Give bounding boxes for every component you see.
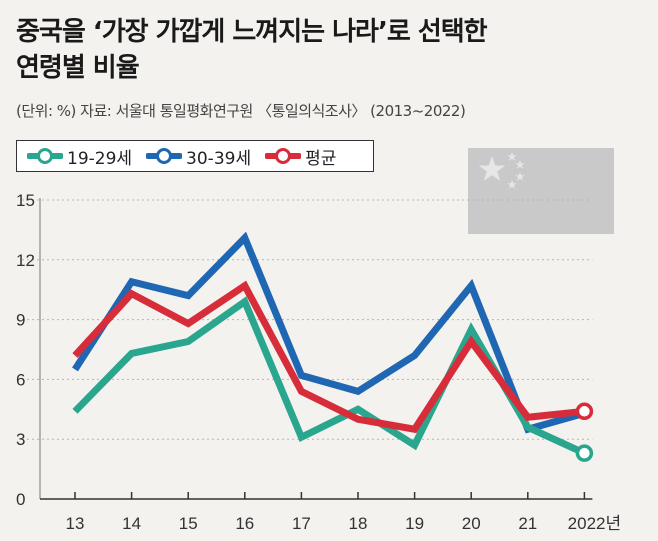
- chart-title: 중국을 ‘가장 가깝게 느껴지는 나라’로 선택한 연령별 비율: [16, 14, 488, 86]
- series-line-blue: [72, 231, 586, 434]
- title-line-2: 연령별 비율: [16, 53, 140, 83]
- x-tick-label: 2022년: [568, 514, 621, 533]
- flag-small-star-3: [515, 172, 525, 181]
- gridlines: [22, 199, 593, 440]
- x-tick-label: 18: [349, 514, 368, 533]
- x-tick-label: 16: [235, 514, 254, 533]
- flag-small-star-4: [507, 180, 517, 189]
- legend-label-19-29: 19-29세: [67, 148, 133, 169]
- title-line-1: 중국을 ‘가장 가깝게 느껴지는 나라’로 선택한: [16, 17, 488, 47]
- x-tick-label: 14: [122, 514, 141, 533]
- y-tick-label: 6: [16, 370, 25, 389]
- x-tick-label: 17: [292, 514, 311, 533]
- y-tick-label: 3: [16, 430, 25, 449]
- legend-label-average: 평균: [305, 148, 337, 169]
- series-line-red: [72, 280, 585, 434]
- legend-swatch-blue: [146, 148, 183, 164]
- x-tick-label: 19: [405, 514, 424, 533]
- flag-small-star-1: [507, 152, 517, 161]
- legend-swatch-teal: [27, 148, 63, 164]
- y-tick-label: 12: [16, 251, 35, 270]
- y-tick-label: 0: [16, 490, 25, 509]
- y-tick-label: 9: [16, 311, 25, 330]
- y-axis: 0 3 6 9 12 15: [16, 191, 41, 509]
- legend-item-average: 평균: [265, 144, 336, 169]
- legend-item-30-39: 30-39세: [146, 144, 251, 169]
- x-tick-label: 13: [66, 514, 85, 533]
- flag-small-star-2: [515, 160, 525, 169]
- x-tick-label: 20: [462, 514, 481, 533]
- legend-label-30-39: 30-39세: [186, 148, 252, 169]
- source-note: (단위: %) 자료: 서울대 통일평화연구원 〈통일의식조사〉 (2013~2…: [16, 102, 466, 120]
- series-markers: [575, 402, 594, 462]
- end-point-marker-teal: [575, 444, 594, 462]
- china-flag-icon: [468, 148, 614, 234]
- legend-swatch-red: [265, 148, 302, 164]
- x-tick-label: 21: [518, 514, 537, 533]
- x-tick-label: 15: [179, 514, 198, 533]
- legend-item-19-29: 19-29세: [27, 144, 132, 169]
- series-lines: [72, 231, 586, 457]
- x-axis: 13 14 15 16 17 18 19 20 21 2022년: [40, 492, 621, 533]
- end-point-marker-red: [575, 402, 594, 421]
- flag-big-star: [478, 156, 506, 181]
- y-tick-label: 15: [16, 191, 35, 210]
- legend: 19-29세 30-39세 평균: [16, 140, 374, 172]
